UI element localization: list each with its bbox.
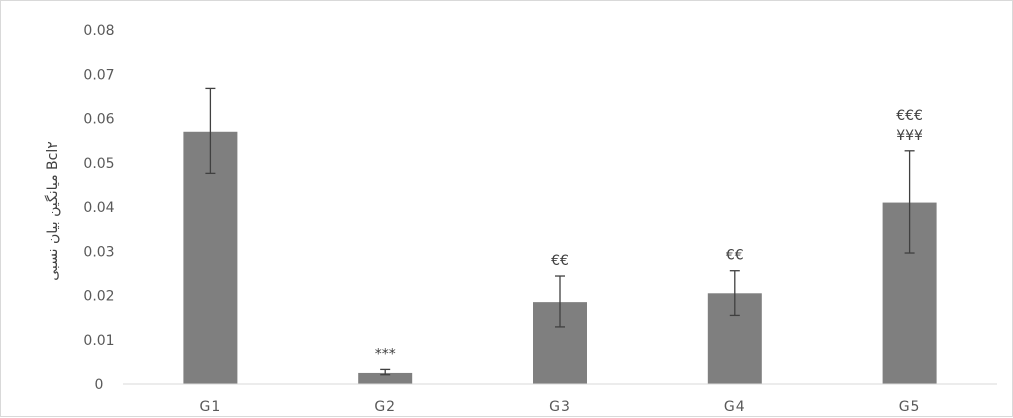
significance-label: ¥¥¥ [896,128,923,144]
y-tick-label: 0 [95,377,104,393]
significance-label: *** [375,346,396,362]
significance-label: €€ [551,253,569,269]
error-bars [205,87,915,376]
x-tick-label: G5 [899,399,921,415]
x-axis-labels: G1 G2 G3 G4 G5 [200,399,921,415]
x-tick-label: G1 [200,399,222,415]
y-axis-ticks: 0 0.01 0.02 0.03 0.04 0.05 0.06 0.07 0.08 [83,23,114,393]
y-tick-label: 0.05 [83,156,114,172]
x-tick-label: G2 [374,399,396,415]
x-tick-label: G3 [549,399,571,415]
y-tick-label: 0.01 [83,333,114,349]
significance-annotations: ***€€ €€€€€¥¥¥ [375,108,923,363]
y-tick-label: 0.02 [83,289,114,305]
y-tick-label: 0.06 [83,112,114,128]
significance-label: €€ [726,248,744,264]
y-tick-label: 0.08 [83,23,114,39]
y-axis-title: میانگین بیان نسبی Bcl۲ [44,141,61,281]
y-tick-label: 0.03 [83,244,114,260]
y-tick-label: 0.04 [83,200,114,216]
x-tick-label: G4 [724,399,746,415]
y-tick-label: 0.07 [83,67,114,83]
bar-g2 [358,372,413,384]
significance-label: €€€ [896,108,923,124]
